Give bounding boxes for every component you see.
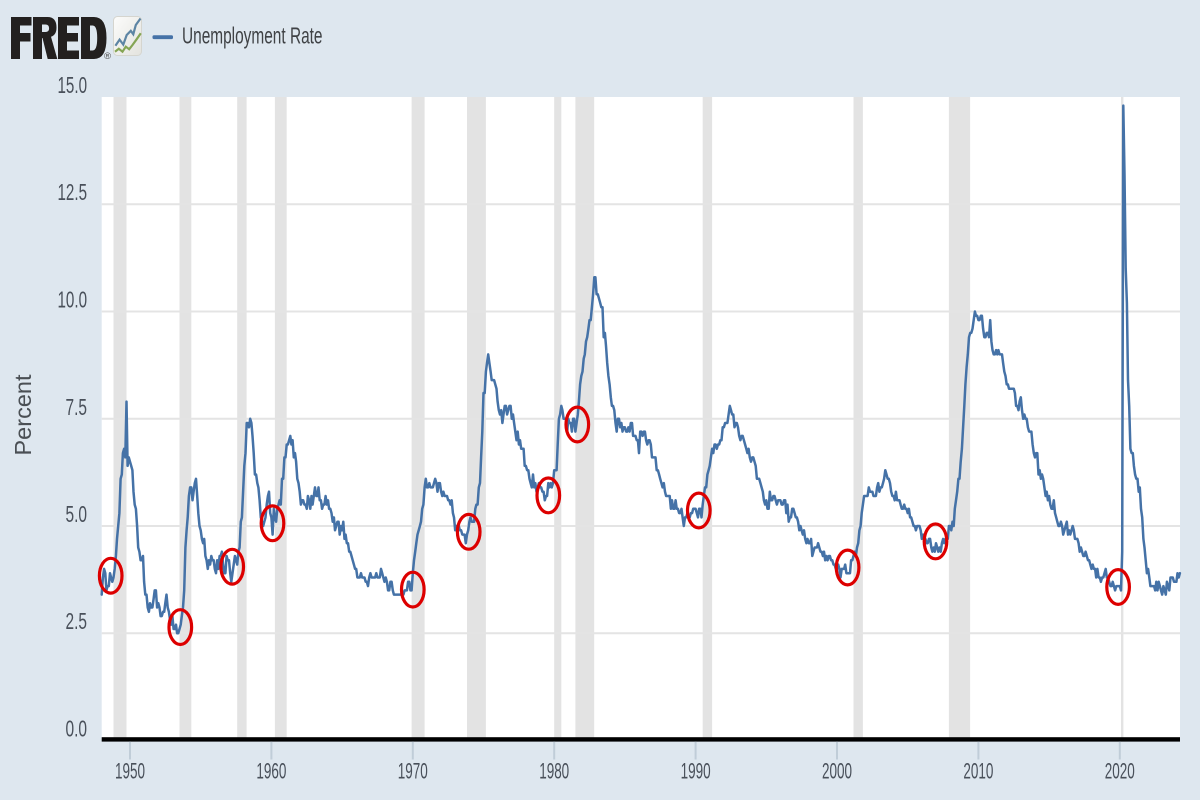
svg-text:12.5: 12.5 — [58, 179, 88, 205]
svg-text:5.0: 5.0 — [66, 501, 88, 527]
svg-text:10.0: 10.0 — [58, 287, 88, 313]
svg-text:2020: 2020 — [1105, 759, 1135, 784]
svg-text:Percent: Percent — [10, 374, 36, 455]
svg-text:0.0: 0.0 — [66, 716, 88, 742]
svg-text:®: ® — [104, 51, 111, 62]
svg-text:2.5: 2.5 — [66, 608, 88, 634]
svg-text:2010: 2010 — [963, 759, 993, 784]
svg-text:Unemployment Rate: Unemployment Rate — [182, 23, 323, 49]
svg-text:1960: 1960 — [256, 759, 286, 784]
svg-text:7.5: 7.5 — [66, 394, 88, 420]
svg-text:1970: 1970 — [398, 759, 428, 784]
svg-text:1980: 1980 — [539, 759, 569, 784]
svg-text:15.0: 15.0 — [58, 72, 88, 98]
svg-text:1950: 1950 — [115, 759, 145, 784]
svg-text:2000: 2000 — [822, 759, 852, 784]
svg-text:1990: 1990 — [681, 759, 711, 784]
